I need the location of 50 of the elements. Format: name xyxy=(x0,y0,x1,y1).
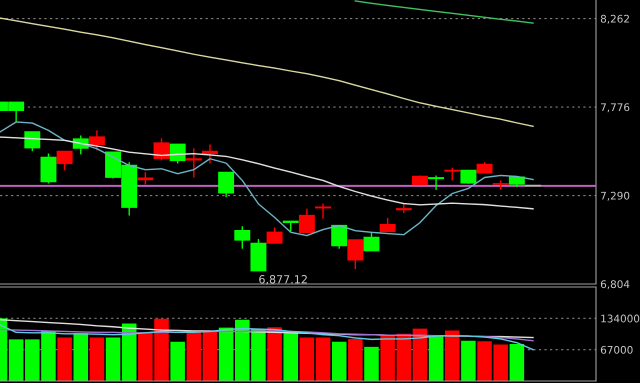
candlestick xyxy=(282,220,299,232)
bar xyxy=(364,346,379,381)
y-tick-label: 6,804 xyxy=(600,280,630,290)
candlestick xyxy=(298,208,315,233)
candlestick xyxy=(154,138,170,162)
candlestick xyxy=(218,172,234,198)
candlestick xyxy=(266,226,283,244)
bar xyxy=(510,344,524,381)
candlestick xyxy=(137,172,154,186)
line-series xyxy=(0,17,534,128)
candlestick xyxy=(444,166,460,182)
bar xyxy=(461,340,476,381)
candlestick xyxy=(380,217,396,232)
bar xyxy=(90,338,104,381)
candlestick xyxy=(460,170,476,185)
candlestick xyxy=(364,232,380,252)
candlestick xyxy=(428,174,444,191)
bar xyxy=(73,333,88,381)
bar xyxy=(267,327,282,381)
annotation: 6,877.12 xyxy=(259,275,307,285)
candlestick xyxy=(170,144,186,164)
bar xyxy=(283,333,298,381)
bar xyxy=(332,342,346,381)
bar xyxy=(444,330,460,381)
candlestick xyxy=(347,239,364,270)
candlestick xyxy=(234,226,250,250)
y-tick-label: 8,262 xyxy=(600,14,629,24)
line-series xyxy=(354,0,534,24)
y-tick-label: 7,290 xyxy=(601,192,630,201)
bar xyxy=(316,338,330,381)
y-tick-label: 7,776 xyxy=(601,103,630,112)
bar xyxy=(57,338,72,381)
bar xyxy=(428,336,444,381)
candlestick xyxy=(186,148,202,178)
candlestick xyxy=(508,176,525,188)
bar xyxy=(300,338,314,381)
candlestick xyxy=(56,150,73,172)
bar xyxy=(348,338,363,381)
line-series xyxy=(0,324,534,350)
candlestick xyxy=(202,144,218,164)
candlestick xyxy=(492,180,509,191)
candlestick xyxy=(331,224,348,250)
candlestick xyxy=(396,202,412,214)
candlestick xyxy=(315,202,331,220)
candlestick xyxy=(476,162,493,174)
bar xyxy=(170,342,185,381)
y-tick-label: 67000 xyxy=(600,346,633,354)
y-tick-label: 134000 xyxy=(601,314,640,322)
candlestick xyxy=(24,131,40,152)
candlestick xyxy=(88,130,105,152)
